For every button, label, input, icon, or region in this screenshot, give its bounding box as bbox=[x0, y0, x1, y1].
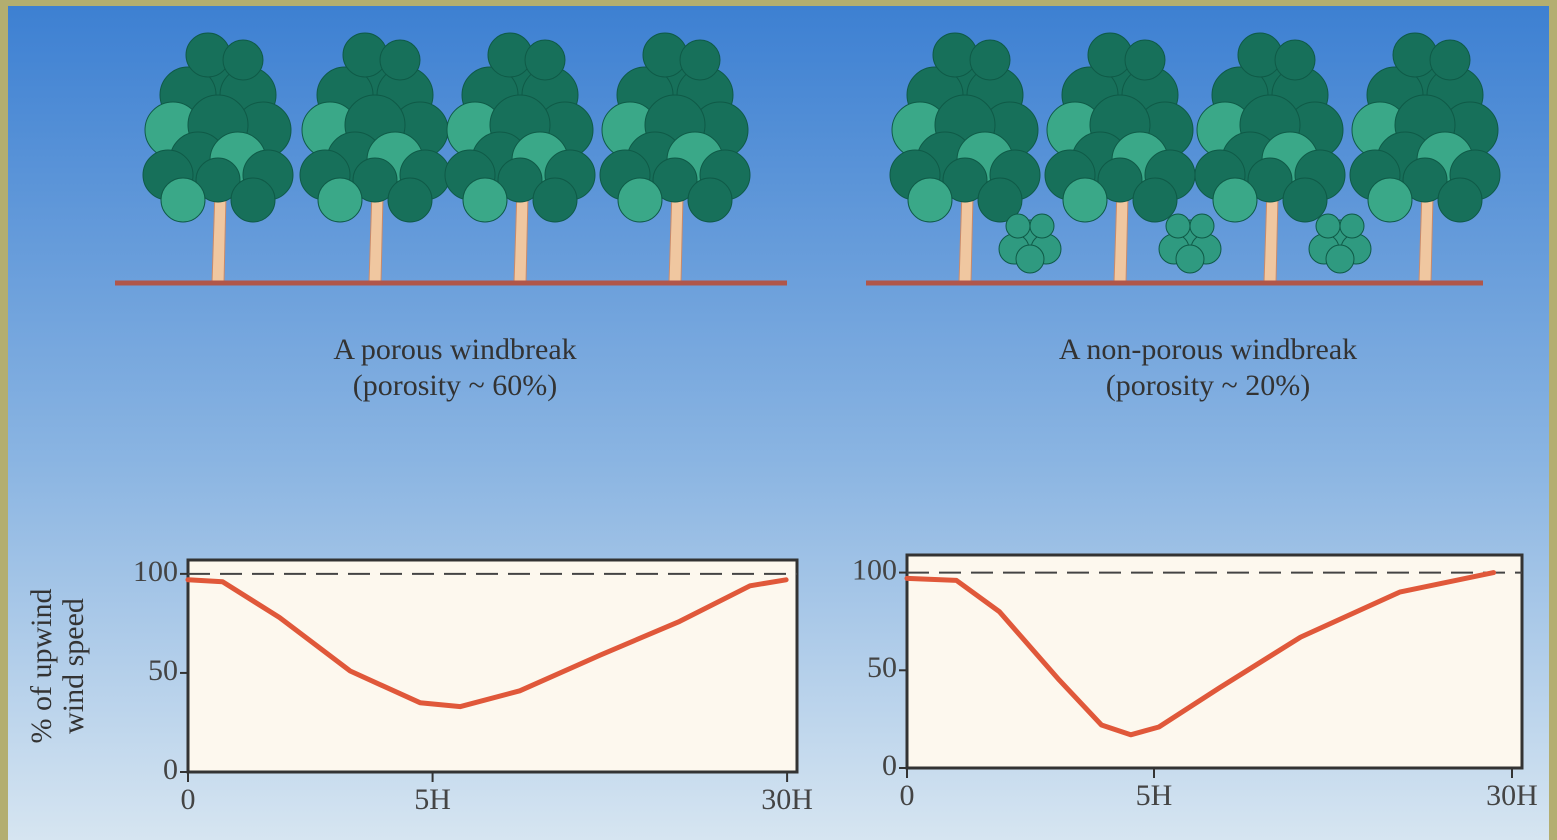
x-tick-label: 0 bbox=[181, 783, 196, 816]
foliage bbox=[1283, 178, 1327, 222]
y-tick-label: 100 bbox=[133, 555, 178, 588]
foliage bbox=[525, 40, 565, 80]
plot-area bbox=[188, 560, 797, 772]
x-tick-label: 0 bbox=[900, 779, 915, 812]
foliage bbox=[1368, 178, 1412, 222]
caption-title: A non-porous windbreak bbox=[1059, 333, 1357, 366]
foliage bbox=[1133, 178, 1177, 222]
shrub bbox=[1316, 214, 1340, 238]
shrub bbox=[1326, 245, 1354, 273]
x-tick-label: 30H bbox=[1486, 779, 1538, 812]
foliage bbox=[388, 178, 432, 222]
y-tick-label: 0 bbox=[163, 753, 178, 786]
x-tick-label: 5H bbox=[1136, 779, 1173, 812]
foliage bbox=[618, 178, 662, 222]
y-axis-label: wind speed bbox=[57, 598, 90, 734]
page: A porous windbreak(porosity ~ 60%) 0 50 100… bbox=[0, 0, 1557, 840]
foliage bbox=[223, 40, 263, 80]
foliage bbox=[1213, 178, 1257, 222]
foliage bbox=[1438, 178, 1482, 222]
caption-subtitle: (porosity ~ 60%) bbox=[353, 369, 558, 402]
foliage bbox=[1275, 40, 1315, 80]
shrub bbox=[1176, 245, 1204, 273]
x-tick-label: 30H bbox=[761, 783, 813, 816]
y-tick-label: 50 bbox=[867, 651, 897, 684]
y-tick-label: 50 bbox=[148, 654, 178, 687]
foliage bbox=[1063, 178, 1107, 222]
foliage bbox=[1125, 40, 1165, 80]
shrub bbox=[1340, 214, 1364, 238]
foliage bbox=[380, 40, 420, 80]
x-tick-label: 5H bbox=[414, 783, 451, 816]
y-tick-label: 0 bbox=[882, 749, 897, 782]
caption-subtitle: (porosity ~ 20%) bbox=[1106, 369, 1311, 402]
foliage bbox=[1430, 40, 1470, 80]
foliage bbox=[533, 178, 577, 222]
foliage bbox=[680, 40, 720, 80]
shrub bbox=[1006, 214, 1030, 238]
foliage bbox=[318, 178, 362, 222]
shrub bbox=[1166, 214, 1190, 238]
shrub bbox=[1016, 245, 1044, 273]
foliage bbox=[161, 178, 205, 222]
shrub bbox=[1030, 214, 1054, 238]
foliage bbox=[231, 178, 275, 222]
y-axis-label: % of upwind bbox=[25, 589, 58, 744]
foliage bbox=[970, 40, 1010, 80]
y-tick-label: 100 bbox=[852, 553, 897, 586]
shrub bbox=[1190, 214, 1214, 238]
foliage bbox=[908, 178, 952, 222]
foliage bbox=[688, 178, 732, 222]
caption-title: A porous windbreak bbox=[333, 333, 576, 366]
foliage bbox=[463, 178, 507, 222]
